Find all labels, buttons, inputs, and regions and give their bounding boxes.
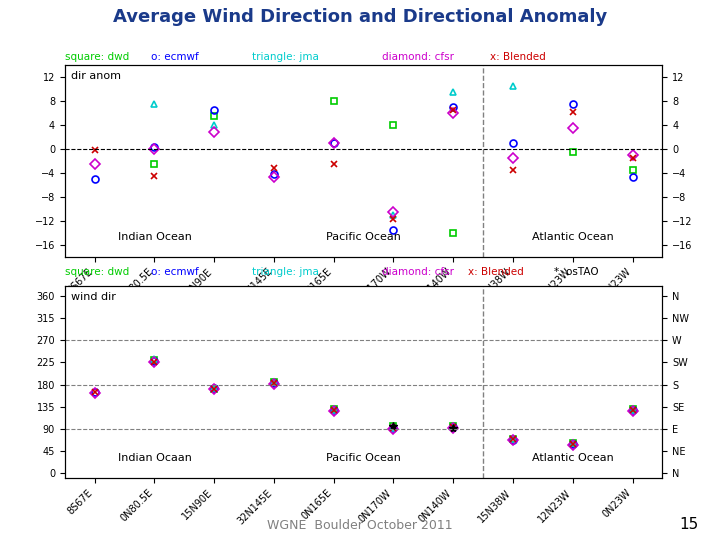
Text: Pacific Ocean: Pacific Ocean bbox=[326, 232, 401, 241]
Text: Atlantic Ocean: Atlantic Ocean bbox=[532, 453, 613, 463]
Text: 15: 15 bbox=[679, 517, 698, 532]
Text: square: dwd: square: dwd bbox=[65, 267, 129, 276]
Text: Indian Ocaan: Indian Ocaan bbox=[117, 453, 192, 463]
Text: Average Wind Direction and Directional Anomaly: Average Wind Direction and Directional A… bbox=[113, 8, 607, 26]
Text: Pacific Ocean: Pacific Ocean bbox=[326, 453, 401, 463]
Text: o: ecmwf: o: ecmwf bbox=[151, 52, 199, 62]
Text: *: osTAO: *: osTAO bbox=[554, 267, 599, 276]
Text: diamond: cfsr: diamond: cfsr bbox=[382, 52, 454, 62]
Text: x: Blended: x: Blended bbox=[468, 267, 523, 276]
Text: Indian Ocean: Indian Ocean bbox=[117, 232, 192, 241]
Text: o: ecmwf: o: ecmwf bbox=[151, 267, 199, 276]
Text: dir anom: dir anom bbox=[71, 71, 121, 80]
Text: wind dir: wind dir bbox=[71, 292, 116, 302]
Text: x: Blended: x: Blended bbox=[490, 52, 545, 62]
Text: Atlantic Ocean: Atlantic Ocean bbox=[532, 232, 613, 241]
Text: triangle: jma: triangle: jma bbox=[252, 267, 319, 276]
Text: square: dwd: square: dwd bbox=[65, 52, 129, 62]
Text: WGNE  Boulder October 2011: WGNE Boulder October 2011 bbox=[267, 519, 453, 532]
Text: diamond: cfsr: diamond: cfsr bbox=[382, 267, 454, 276]
Text: triangle: jma: triangle: jma bbox=[252, 52, 319, 62]
